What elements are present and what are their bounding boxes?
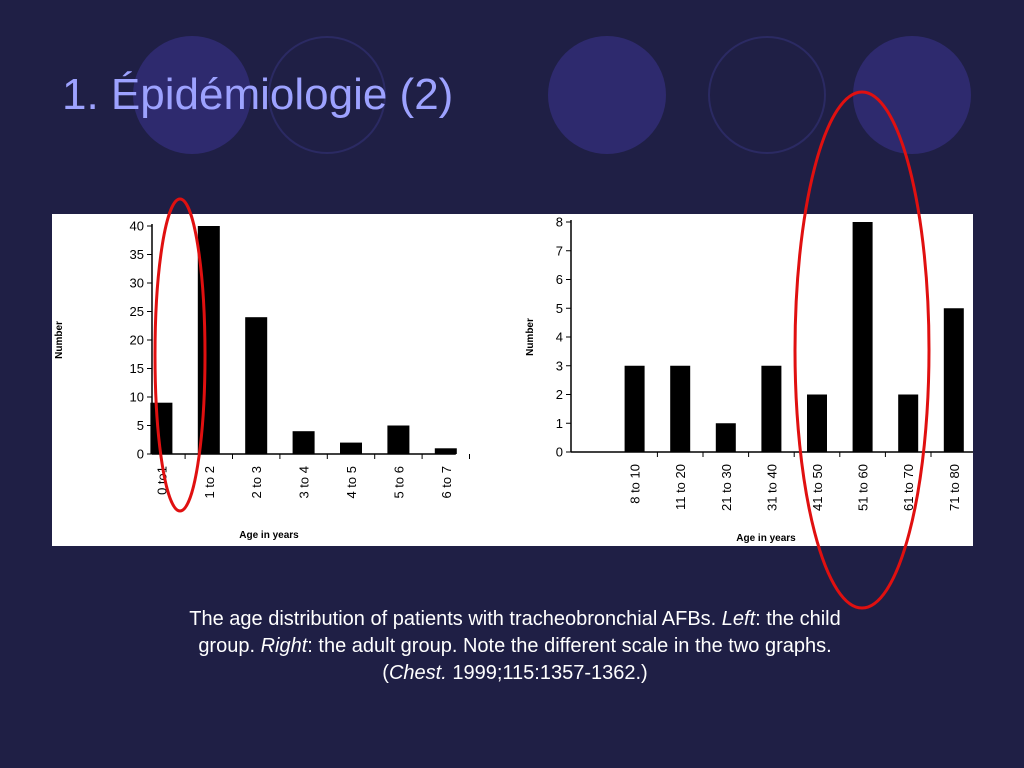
bar — [943, 308, 964, 452]
y-tick-label: 30 — [130, 276, 144, 291]
bar — [340, 442, 362, 454]
caption-text-2b: : the adult group. Note the different sc… — [307, 635, 832, 657]
bar — [852, 222, 873, 452]
x-tick-label: 71 to 80 — [947, 464, 962, 511]
y-tick-label: 40 — [130, 219, 144, 234]
bar — [624, 365, 645, 452]
bar — [292, 431, 315, 454]
x-tick-label: 4 to 5 — [344, 466, 359, 499]
x-tick-label: 41 to 50 — [810, 464, 825, 511]
y-tick-label: 8 — [556, 215, 563, 230]
x-tick-label: 51 to 60 — [856, 464, 871, 511]
y-tick-label: 15 — [130, 361, 144, 376]
y-tick-label: 35 — [130, 247, 144, 262]
x-tick-label: 1 to 2 — [202, 466, 217, 499]
y-axis-title: Number — [54, 321, 65, 359]
y-tick-label: 7 — [556, 243, 563, 258]
bar — [807, 394, 827, 452]
caption-text-2a: group. — [198, 635, 261, 657]
figure-caption: The age distribution of patients with tr… — [92, 606, 938, 687]
decor-circle-2 — [268, 36, 386, 154]
y-tick-label: 10 — [130, 390, 144, 405]
x-axis-title: Age in years — [239, 530, 299, 541]
decor-circle-1 — [133, 36, 251, 154]
highlight-ellipse-right — [793, 90, 931, 610]
bar — [245, 317, 268, 454]
caption-text-3a: ( — [382, 662, 389, 684]
bar — [434, 448, 457, 454]
y-tick-label: 5 — [137, 418, 144, 433]
caption-text-1: The age distribution of patients with tr… — [189, 608, 722, 630]
caption-left-label: Left — [721, 608, 756, 630]
x-tick-label: 11 to 20 — [673, 464, 688, 510]
x-tick-label: 2 to 3 — [249, 466, 264, 499]
x-tick-label: 3 to 4 — [297, 466, 312, 499]
y-tick-label: 1 — [556, 416, 563, 431]
y-tick-label: 20 — [130, 333, 144, 348]
x-tick-label: 61 to 70 — [901, 464, 916, 511]
y-tick-label: 0 — [556, 445, 563, 460]
caption-right-label: Right — [260, 635, 308, 657]
bar — [387, 425, 410, 454]
x-tick-label: 8 to 10 — [628, 464, 643, 504]
y-axis-title: Number — [525, 318, 536, 356]
y-tick-label: 4 — [556, 330, 563, 345]
y-tick-label: 25 — [130, 304, 144, 319]
y-tick-label: 2 — [556, 387, 563, 402]
x-axis-title: Age in years — [736, 533, 796, 544]
y-tick-label: 3 — [556, 358, 563, 373]
caption-line-3: (Chest. 1999;115:1357-1362.) — [92, 660, 938, 687]
y-tick-label: 6 — [556, 272, 563, 287]
bar — [761, 365, 782, 452]
y-tick-label: 5 — [556, 301, 563, 316]
slide-title: 1. Épidémiologie (2) — [62, 70, 454, 119]
caption-journal: Chest. — [388, 662, 447, 684]
chart-right: 0 1 2 3 4 5 6 7 8 8 to 10 11 to 20 21 to 30 31 to 40… — [525, 215, 973, 544]
bar — [898, 394, 919, 452]
x-tick-label: 6 to 7 — [439, 466, 454, 499]
decor-circle-3 — [548, 36, 666, 154]
caption-line-1: The age distribution of patients with tr… — [92, 606, 938, 633]
caption-text-1b: : the child — [755, 608, 841, 630]
x-tick-label: 5 to 6 — [391, 466, 406, 499]
x-tick-label: 21 to 30 — [719, 464, 734, 511]
highlight-ellipse-left — [153, 197, 207, 513]
y-tick-label: 0 — [137, 447, 144, 462]
caption-line-2: group. Right: the adult group. Note the … — [92, 633, 938, 660]
bar — [670, 365, 691, 452]
decor-circle-4 — [708, 36, 826, 154]
x-tick-label: 31 to 40 — [764, 464, 779, 511]
caption-text-3b: 1999;115:1357-1362.) — [446, 662, 648, 684]
bar — [715, 423, 736, 452]
